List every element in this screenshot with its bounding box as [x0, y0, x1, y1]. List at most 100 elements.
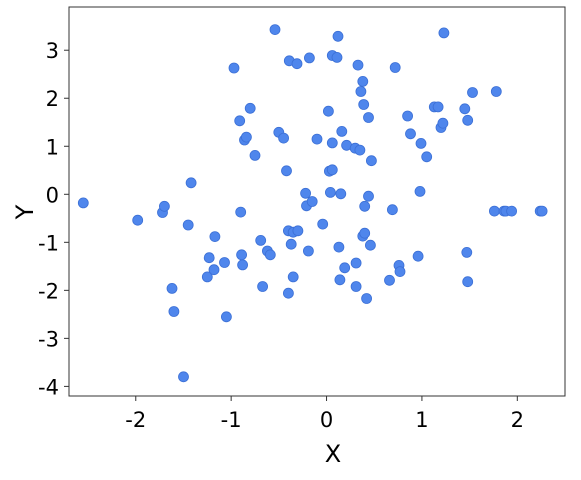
- data-point: [352, 59, 364, 71]
- data-point: [462, 114, 474, 126]
- data-point: [249, 149, 261, 161]
- data-point: [438, 27, 450, 39]
- data-point: [389, 62, 401, 73]
- data-point: [357, 76, 369, 87]
- data-point: [326, 164, 338, 176]
- data-point: [536, 205, 548, 217]
- data-point: [506, 205, 518, 217]
- data-point: [235, 206, 247, 218]
- data-point: [244, 102, 256, 114]
- data-point: [414, 185, 426, 197]
- data-point: [405, 128, 416, 140]
- y-tick-label: -4: [38, 375, 59, 399]
- data-point: [234, 115, 246, 127]
- data-point: [311, 133, 323, 145]
- data-point: [282, 287, 294, 299]
- data-point: [269, 24, 281, 36]
- data-point: [324, 186, 336, 198]
- data-point: [264, 249, 276, 261]
- data-point: [415, 137, 427, 149]
- data-point: [166, 282, 178, 294]
- data-point: [354, 144, 366, 156]
- data-point: [285, 238, 297, 250]
- data-point: [359, 200, 371, 212]
- data-point: [412, 250, 424, 262]
- data-point: [178, 371, 189, 383]
- data-point: [488, 205, 500, 217]
- data-point: [361, 293, 373, 304]
- data-point: [359, 227, 371, 239]
- data-point: [255, 234, 267, 246]
- data-point: [490, 86, 502, 97]
- data-point: [336, 125, 348, 137]
- data-point: [219, 257, 230, 268]
- data-point: [236, 249, 248, 261]
- data-point: [201, 271, 213, 283]
- data-point: [358, 99, 370, 110]
- data-point: [132, 214, 144, 226]
- data-point: [220, 311, 232, 323]
- y-tick-label: -3: [38, 327, 59, 351]
- data-point: [322, 105, 334, 117]
- data-point: [335, 188, 347, 200]
- data-point: [182, 219, 194, 231]
- data-point: [303, 52, 315, 64]
- data-point: [467, 87, 478, 98]
- x-tick-label: -1: [221, 408, 242, 432]
- data-point: [168, 306, 180, 317]
- x-axis-label: X: [325, 440, 341, 468]
- data-point: [203, 252, 215, 264]
- data-point: [363, 112, 374, 123]
- data-point: [421, 151, 433, 163]
- y-tick-label: -1: [38, 231, 59, 255]
- y-axis-label: Y: [11, 204, 39, 220]
- data-point: [333, 241, 345, 253]
- y-tick-label: 0: [46, 183, 59, 207]
- data-point: [292, 225, 304, 237]
- y-tick-label: -2: [38, 279, 59, 303]
- y-axis-ticks: -4 -3 -2 -1 0 1 2 3: [38, 39, 69, 399]
- data-point: [240, 131, 252, 143]
- data-point: [302, 245, 314, 257]
- x-tick-label: -2: [125, 408, 146, 432]
- data-point: [355, 86, 367, 97]
- x-tick-label: 2: [511, 408, 524, 432]
- data-point: [237, 259, 249, 271]
- data-point: [462, 276, 474, 288]
- data-point: [334, 274, 346, 286]
- data-point: [402, 110, 414, 122]
- data-point: [158, 200, 170, 212]
- data-point: [384, 274, 395, 286]
- data-point: [331, 52, 343, 63]
- data-point: [306, 196, 318, 207]
- data-point: [300, 187, 312, 199]
- data-point: [363, 190, 374, 202]
- data-point: [350, 281, 362, 292]
- data-point: [185, 177, 197, 189]
- x-axis-ticks: -2 -1 0 1 2: [125, 396, 524, 432]
- data-point: [339, 262, 351, 274]
- data-point: [365, 155, 377, 167]
- y-tick-label: 2: [46, 87, 59, 111]
- data-point: [394, 266, 406, 278]
- data-point: [281, 165, 292, 177]
- data-point: [77, 197, 89, 209]
- x-tick-label: 1: [415, 408, 428, 432]
- y-tick-label: 3: [46, 39, 59, 63]
- data-point: [350, 257, 362, 269]
- data-point: [386, 204, 398, 216]
- data-point: [209, 231, 221, 243]
- data-point: [332, 30, 344, 42]
- data-point: [208, 264, 220, 276]
- data-point: [461, 246, 473, 258]
- data-point: [257, 281, 269, 292]
- data-point: [291, 58, 303, 70]
- scatter-points: [77, 24, 548, 383]
- data-point: [287, 271, 299, 283]
- data-point: [326, 137, 338, 149]
- data-point: [437, 117, 449, 129]
- y-tick-label: 1: [46, 135, 59, 159]
- x-tick-label: 0: [320, 408, 333, 432]
